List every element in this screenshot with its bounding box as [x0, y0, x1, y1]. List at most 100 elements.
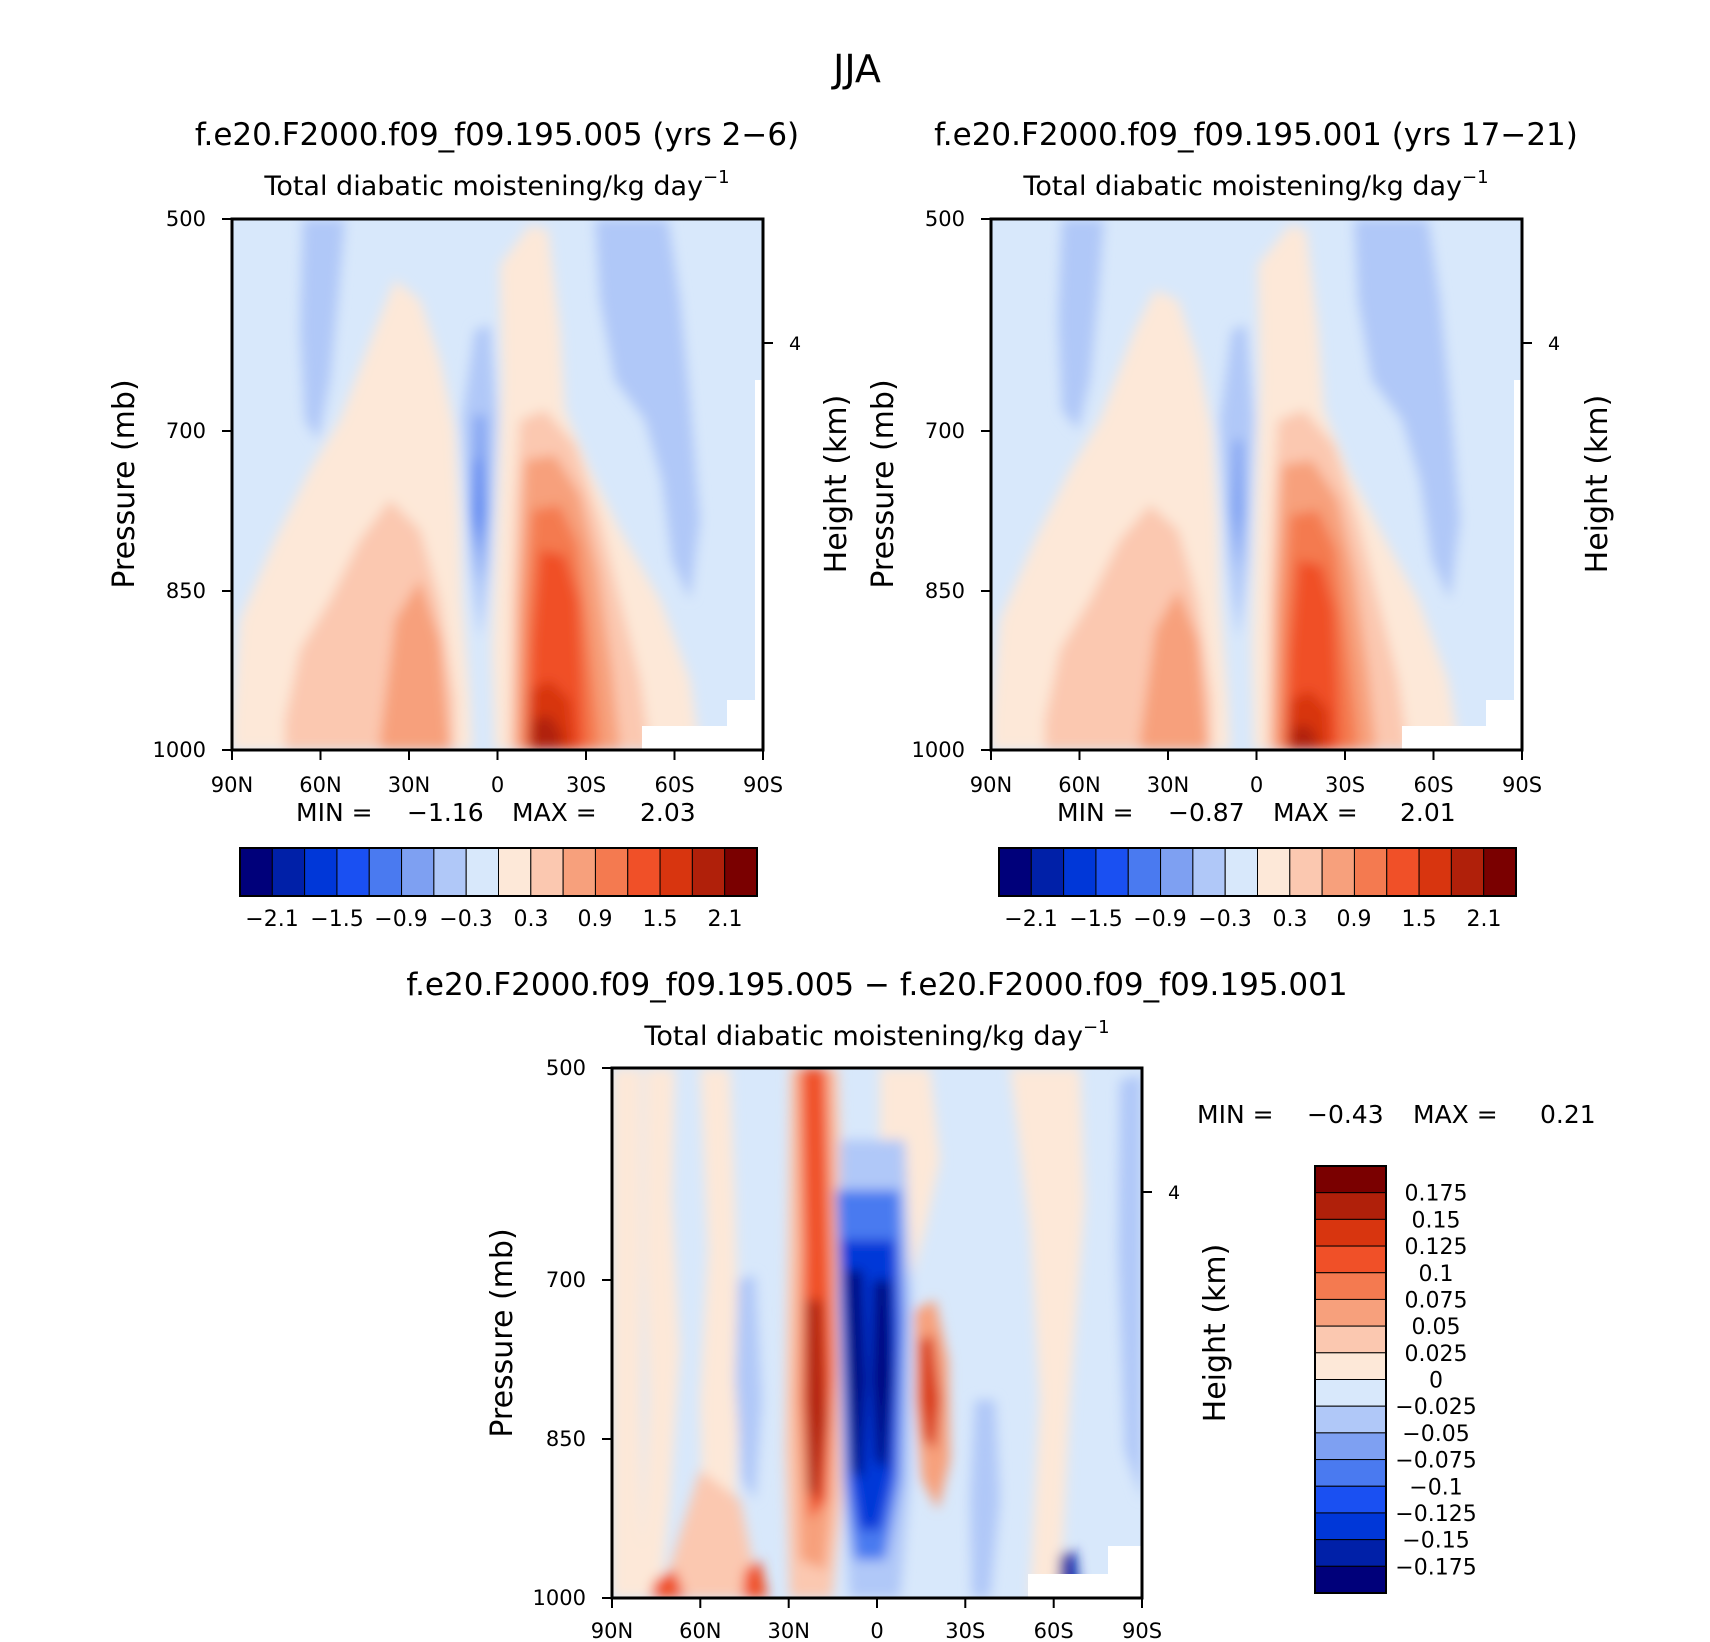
- colorbar-swatch: [998, 847, 1032, 897]
- missing-data: [727, 700, 763, 750]
- colorbar-swatch: [1192, 847, 1226, 897]
- colorbar-swatch: [1450, 847, 1485, 897]
- colorbar-swatch: [1224, 847, 1258, 897]
- y2-axis-label: Height (km): [1580, 395, 1615, 574]
- y2-tick-label: 4: [1548, 333, 1560, 355]
- colorbar-swatch: [627, 847, 661, 897]
- colorbar-label: 0: [1429, 1369, 1443, 1394]
- colorbar-swatch: [1063, 847, 1097, 897]
- colorbar-swatch: [1321, 847, 1355, 897]
- panel-difference: f.e20.F2000.f09_f09.195.005 − f.e20.F200…: [406, 967, 1595, 1642]
- contour-field: [232, 219, 763, 750]
- colorbar-swatch: [1314, 1352, 1387, 1380]
- contour-band: [473, 460, 481, 555]
- colorbar-swatch: [1314, 1512, 1387, 1541]
- colorbar-swatch: [691, 847, 726, 897]
- contour-band: [612, 1068, 642, 1598]
- colorbar-label: 0.075: [1405, 1288, 1468, 1313]
- colorbar-label: −0.125: [1395, 1502, 1476, 1527]
- x-tick-label: 90N: [970, 773, 1012, 797]
- colorbar-label: 0.125: [1405, 1235, 1468, 1260]
- colorbar-swatch: [271, 847, 306, 897]
- colorbar-swatch: [1289, 847, 1323, 897]
- min-label: MIN =: [296, 798, 373, 827]
- x-ticks: [611, 1598, 1143, 1608]
- y2-tick-label: 4: [789, 333, 801, 355]
- y2-axis-label: Height (km): [1198, 1244, 1233, 1423]
- y-tick-label: 700: [546, 1268, 586, 1292]
- colorbar-label: −0.9: [1133, 907, 1186, 932]
- colorbar-swatch: [1314, 1325, 1387, 1354]
- x-tick-label: 60N: [1058, 773, 1100, 797]
- y-tick-label: 850: [546, 1427, 586, 1451]
- colorbar-label: 0.15: [1412, 1208, 1461, 1233]
- contour-band: [806, 1300, 826, 1500]
- x-tick-label: 90S: [1122, 1619, 1162, 1642]
- y-tick-label: 500: [546, 1056, 586, 1080]
- x-tick-label: 60N: [679, 1619, 721, 1642]
- colorbar-label: 0.9: [1337, 907, 1372, 932]
- min-label: MIN =: [1057, 798, 1134, 827]
- contour-band: [735, 1275, 762, 1500]
- colorbar-swatch: [1314, 1379, 1387, 1407]
- y-axis-label: Pressure (mb): [107, 379, 142, 588]
- contour-band: [700, 1068, 740, 1598]
- contour-field: [991, 219, 1522, 750]
- colorbar-swatch: [401, 847, 435, 897]
- min-value: −0.87: [1168, 798, 1245, 827]
- colorbar-frame: [239, 847, 758, 897]
- colorbar-label: −1.5: [310, 907, 363, 932]
- min-value: −0.43: [1307, 1100, 1384, 1129]
- colorbar-label: −0.175: [1395, 1555, 1476, 1580]
- colorbar-label: −0.05: [1402, 1422, 1469, 1447]
- colorbar-label: 0.3: [514, 907, 549, 932]
- colorbar: 0.1750.150.1250.10.0750.050.0250−0.025−0…: [1314, 1165, 1477, 1594]
- contour-band: [1010, 1068, 1085, 1598]
- y-tick-label: 500: [925, 207, 965, 231]
- x-tick-label: 60S: [1034, 1619, 1074, 1642]
- colorbar-swatch: [1314, 1298, 1387, 1327]
- colorbar-swatch: [724, 847, 758, 897]
- missing-data: [755, 380, 763, 700]
- colorbar-swatch: [562, 847, 596, 897]
- max-label: MAX =: [512, 798, 597, 827]
- colorbar-label: 0.9: [578, 907, 613, 932]
- contour-band: [1118, 1075, 1142, 1500]
- colorbar-labels: 0.1750.150.1250.10.0750.050.0250−0.025−0…: [1395, 1182, 1476, 1581]
- y2-tick-label: 4: [1168, 1182, 1180, 1204]
- y-tick-label: 500: [166, 207, 206, 231]
- missing-data: [1514, 380, 1522, 700]
- colorbar-swatch: [659, 847, 693, 897]
- x-tick-label: 60S: [1413, 773, 1453, 797]
- contour-band: [640, 1068, 680, 1598]
- min-value: −1.16: [407, 798, 484, 827]
- colorbar-swatch: [1483, 847, 1517, 897]
- colorbar-swatch: [1353, 847, 1388, 897]
- contour-field: [612, 1068, 1142, 1598]
- x-tick-label: 60S: [654, 773, 694, 797]
- x-tick-label: 0: [870, 1619, 883, 1642]
- max-value: 2.01: [1400, 798, 1456, 827]
- x-tick-label: 60N: [299, 773, 341, 797]
- x-tick-label: 30S: [945, 1619, 985, 1642]
- colorbar-label: 1.5: [1402, 907, 1437, 932]
- colorbar-swatches: [1314, 1165, 1387, 1594]
- colorbar-swatch: [1314, 1432, 1387, 1461]
- y-tick-label: 1000: [533, 1586, 586, 1610]
- contour-band: [530, 715, 562, 750]
- colorbar-swatch: [1257, 847, 1291, 897]
- colorbar-label: 0.05: [1412, 1315, 1461, 1340]
- colorbar-label: 2.1: [708, 907, 743, 932]
- contour-band: [970, 1400, 1000, 1598]
- x-tick-label: 30N: [388, 773, 430, 797]
- colorbar-swatch: [1314, 1405, 1387, 1434]
- y-axis-label: Pressure (mb): [866, 379, 901, 588]
- colorbar-swatch: [1314, 1459, 1387, 1487]
- colorbar-label: −0.15: [1402, 1529, 1469, 1554]
- colorbar-swatch: [1314, 1565, 1387, 1594]
- max-value: 0.21: [1540, 1100, 1596, 1129]
- colorbar-swatch: [1386, 847, 1420, 897]
- missing-data: [1108, 1546, 1142, 1598]
- y-tick-label: 1000: [153, 738, 206, 762]
- x-tick-label: 90S: [743, 773, 783, 797]
